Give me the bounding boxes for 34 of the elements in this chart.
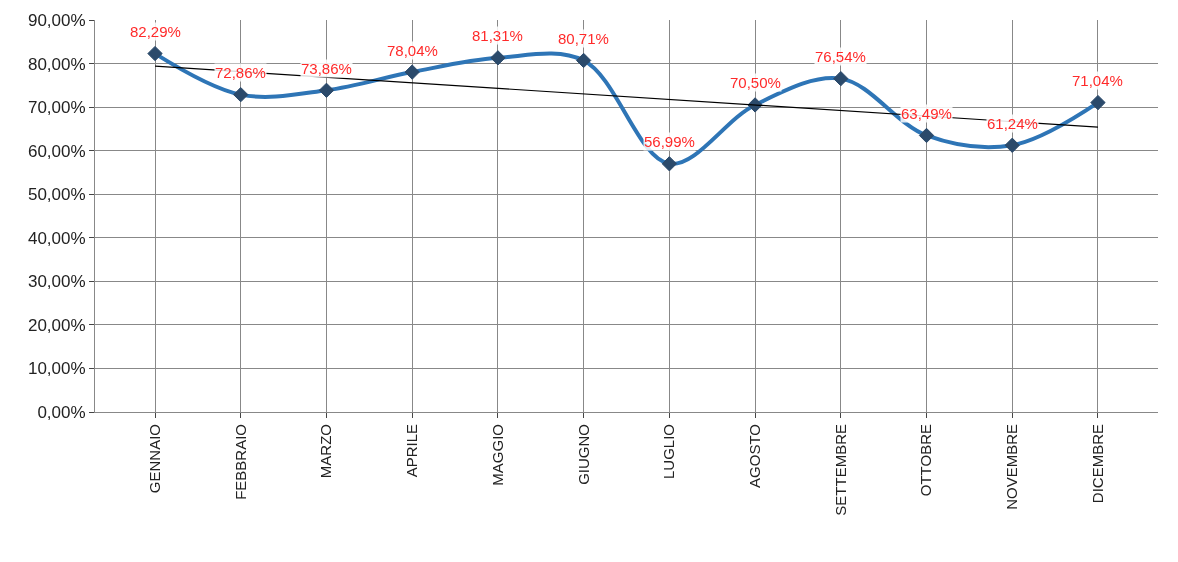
x-tick-label: MAGGIO (488, 424, 506, 486)
x-tick-label: GENNAIO (145, 424, 163, 494)
x-tick-label: NOVEMBRE (1003, 424, 1021, 510)
x-tick-label: OTTOBRE (917, 424, 935, 497)
data-label: 56,99% (644, 133, 695, 150)
x-tick-label: LUGLIO (660, 424, 678, 480)
y-tick-label: 30,00% (27, 272, 86, 292)
data-label: 82,29% (130, 23, 181, 40)
y-tick-label: 70,00% (27, 98, 86, 118)
y-tick-label: 60,00% (27, 141, 86, 161)
data-label: 78,04% (387, 42, 438, 59)
x-tick-label: AGOSTO (745, 424, 763, 488)
data-label: 76,54% (815, 48, 866, 65)
data-label: 61,24% (987, 115, 1038, 132)
x-tick-label: SETTEMBRE (831, 424, 849, 516)
data-label: 63,49% (901, 105, 952, 122)
data-label: 71,04% (1072, 72, 1123, 89)
y-tick-label: 50,00% (27, 185, 86, 205)
y-tick-label: 90,00% (27, 10, 86, 30)
x-tick-label: APRILE (403, 424, 421, 478)
data-label: 80,71% (558, 30, 609, 47)
data-label: 81,31% (472, 27, 523, 44)
x-tick-label: MARZO (317, 424, 335, 479)
y-tick-label: 0,00% (37, 402, 86, 422)
data-label: 73,86% (301, 60, 352, 77)
y-tick-label: 10,00% (27, 359, 86, 379)
y-tick-label: 40,00% (27, 228, 86, 248)
y-tick-label: 20,00% (27, 315, 86, 335)
data-label: 72,86% (215, 64, 266, 81)
data-label: 70,50% (730, 74, 781, 91)
y-tick-label: 80,00% (27, 54, 86, 74)
x-tick-label: GIUGNO (574, 424, 592, 485)
x-tick-label: FEBBRAIO (231, 424, 249, 500)
x-tick-label: DICEMBRE (1088, 424, 1106, 504)
